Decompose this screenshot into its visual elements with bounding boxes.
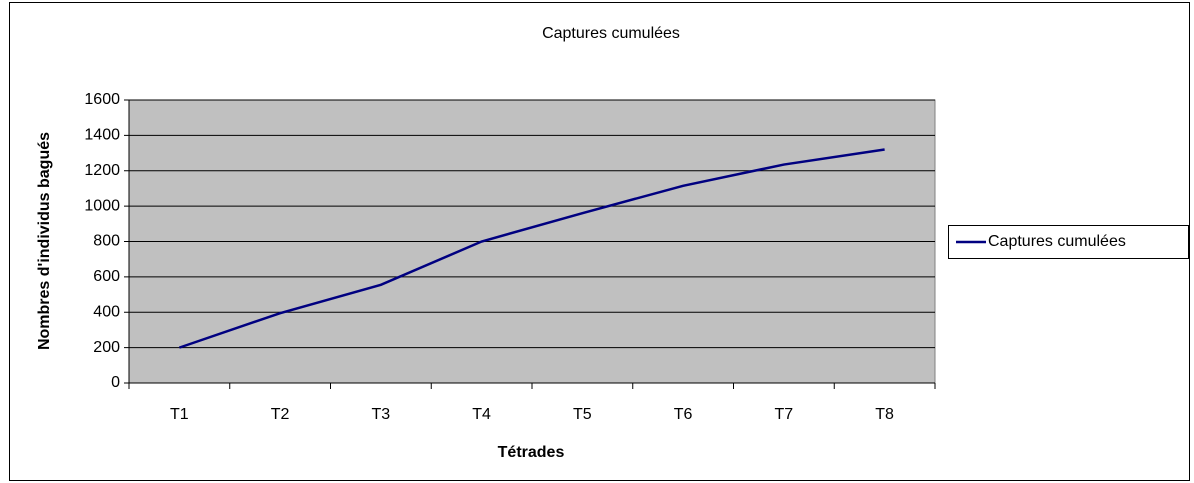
data-line <box>178 148 885 349</box>
y-tick-label: 200 <box>93 339 120 356</box>
x-tick-label: T4 <box>472 406 491 423</box>
x-axis-label: Tétrades <box>498 444 565 461</box>
legend-label: Captures cumulées <box>988 233 1126 250</box>
x-tick-label: T2 <box>271 406 290 423</box>
y-tick-label: 400 <box>93 303 120 320</box>
x-tick-label: T5 <box>573 406 592 423</box>
x-tick-label: T3 <box>372 406 391 423</box>
y-tick-label: 0 <box>111 374 120 391</box>
chart-title: Captures cumulées <box>542 25 680 42</box>
x-tick-label: T6 <box>674 406 693 423</box>
y-tick-label: 1600 <box>84 91 120 108</box>
y-axis-label: Nombres d'individus bagués <box>36 132 53 350</box>
y-tick-label: 1400 <box>84 127 120 144</box>
y-tick-label: 800 <box>93 233 120 250</box>
x-tick-label: T8 <box>875 406 894 423</box>
y-tick-label: 1000 <box>84 197 120 214</box>
x-tick-label: T7 <box>775 406 794 423</box>
legend-box <box>948 225 1189 259</box>
y-tick-label: 600 <box>93 268 120 285</box>
y-tick-label: 1200 <box>84 162 120 179</box>
x-tick-label: T1 <box>170 406 189 423</box>
